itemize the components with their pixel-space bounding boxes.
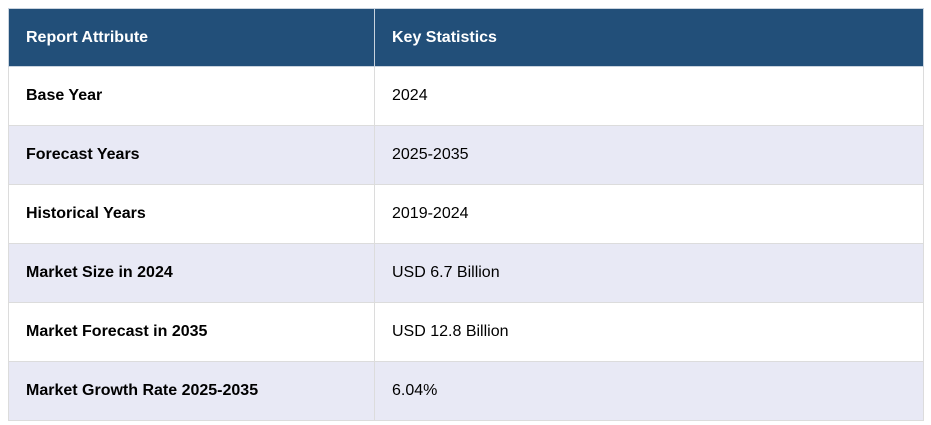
row-value: 2025-2035	[374, 125, 924, 185]
row-attribute: Forecast Years	[8, 125, 375, 185]
row-value: USD 6.7 Billion	[374, 243, 924, 303]
table-row: Market Forecast in 2035 USD 12.8 Billion	[8, 302, 924, 362]
row-attribute: Market Size in 2024	[8, 243, 375, 303]
header-key-statistics: Key Statistics	[374, 8, 924, 67]
row-value: USD 12.8 Billion	[374, 302, 924, 362]
row-attribute: Market Forecast in 2035	[8, 302, 375, 362]
row-attribute: Base Year	[8, 66, 375, 126]
table-header-row: Report Attribute Key Statistics	[8, 8, 924, 67]
row-value: 2024	[374, 66, 924, 126]
row-attribute: Historical Years	[8, 184, 375, 244]
row-value: 2019-2024	[374, 184, 924, 244]
row-value: 6.04%	[374, 361, 924, 421]
table-row: Market Growth Rate 2025-2035 6.04%	[8, 361, 924, 421]
report-statistics-table: Report Attribute Key Statistics Base Yea…	[8, 8, 924, 421]
header-report-attribute: Report Attribute	[8, 8, 375, 67]
table-row: Forecast Years 2025-2035	[8, 125, 924, 185]
table-row: Historical Years 2019-2024	[8, 184, 924, 244]
table-row: Market Size in 2024 USD 6.7 Billion	[8, 243, 924, 303]
table-row: Base Year 2024	[8, 66, 924, 126]
row-attribute: Market Growth Rate 2025-2035	[8, 361, 375, 421]
